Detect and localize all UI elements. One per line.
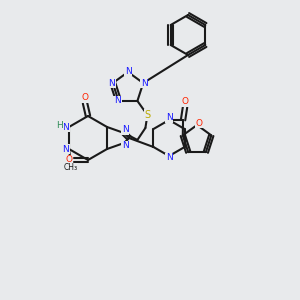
Text: N: N (166, 154, 172, 163)
Text: N: N (141, 79, 148, 88)
Text: N: N (166, 113, 172, 122)
Text: N: N (122, 142, 128, 151)
Text: N: N (108, 79, 115, 88)
Text: N: N (114, 96, 121, 105)
Text: O: O (82, 94, 88, 103)
Text: N: N (63, 145, 69, 154)
Text: O: O (182, 98, 189, 106)
Text: O: O (65, 155, 73, 164)
Text: N: N (124, 67, 131, 76)
Text: S: S (144, 110, 151, 120)
Text: H: H (57, 122, 63, 130)
Text: CH₃: CH₃ (64, 164, 78, 172)
Text: N: N (122, 125, 128, 134)
Text: N: N (63, 122, 69, 131)
Text: O: O (196, 118, 202, 127)
